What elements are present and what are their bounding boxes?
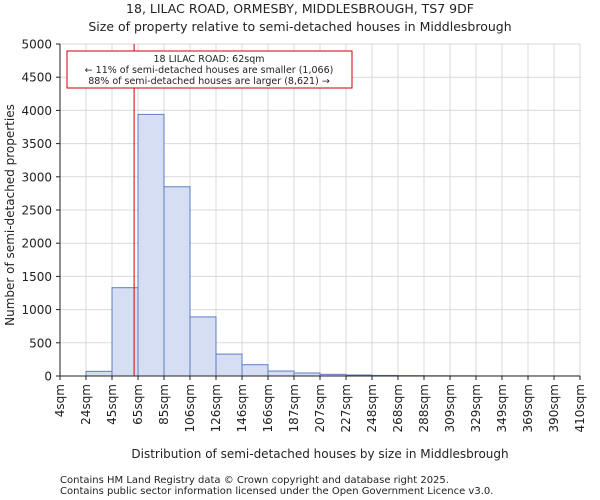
x-tick-label: 390sqm (547, 384, 561, 432)
histogram-bar (267, 370, 295, 377)
y-tick-label: 4000 (21, 104, 52, 118)
x-tick-label: 45sqm (105, 384, 119, 425)
x-tick-label: 146sqm (235, 384, 249, 432)
x-tick-label: 166sqm (261, 384, 275, 432)
x-tick-label: 85sqm (157, 384, 171, 425)
y-tick-label: 2000 (21, 237, 52, 251)
y-tick-label: 1000 (21, 303, 52, 317)
y-tick-label: 2500 (21, 204, 52, 218)
x-tick-label: 227sqm (339, 384, 353, 432)
y-tick-label: 4500 (21, 71, 52, 85)
x-tick-label: 248sqm (365, 384, 379, 432)
x-tick-label: 349sqm (495, 384, 509, 432)
chart-title: 18, LILAC ROAD, ORMESBY, MIDDLESBROUGH, … (126, 1, 474, 16)
annotation-line-3: 88% of semi-detached houses are larger (… (88, 76, 330, 87)
x-tick-label: 207sqm (313, 384, 327, 432)
x-tick-label: 24sqm (79, 384, 93, 425)
footer-line-1: Contains HM Land Registry data © Crown c… (60, 475, 449, 486)
histogram-bar (241, 364, 269, 377)
y-tick-label: 3500 (21, 137, 52, 151)
footer-line-2: Contains public sector information licen… (60, 486, 493, 497)
y-tick-label: 3000 (21, 170, 52, 184)
x-tick-label: 4sqm (53, 384, 67, 417)
y-tick-label: 5000 (21, 38, 52, 52)
x-axis-label: Distribution of semi-detached houses by … (131, 447, 508, 461)
annotation-box: 18 LILAC ROAD: 62sqm ← 11% of semi-detac… (66, 50, 353, 89)
x-tick-label: 329sqm (469, 384, 483, 432)
histogram-bar (215, 353, 243, 377)
y-tick-label: 0 (44, 370, 52, 384)
ticks-layer: 0 500 1000 1500 2000 2500 3000 3500 4000 4500 5000… (21, 38, 587, 433)
x-tick-label: 369sqm (521, 384, 535, 432)
y-axis-label: Number of semi-detached properties (3, 104, 17, 326)
x-tick-label: 268sqm (391, 384, 405, 432)
y-tick-label: 500 (29, 336, 52, 350)
annotation-rect (66, 50, 353, 89)
chart-subtitle: Size of property relative to semi-detach… (88, 19, 511, 34)
x-tick-label: 126sqm (209, 384, 223, 432)
x-tick-label: 187sqm (287, 384, 301, 432)
x-tick-label: 288sqm (417, 384, 431, 432)
annotation-line-2: ← 11% of semi-detached houses are smalle… (85, 65, 334, 76)
histogram-bar (137, 113, 165, 377)
histogram-bar (163, 186, 191, 377)
x-tick-label: 65sqm (131, 384, 145, 425)
x-tick-label: 410sqm (573, 384, 587, 432)
x-tick-label: 309sqm (443, 384, 457, 432)
y-tick-label: 1500 (21, 270, 52, 284)
annotation-line-1: 18 LILAC ROAD: 62sqm (154, 54, 265, 65)
histogram-bar (189, 316, 217, 377)
x-tick-label: 106sqm (183, 384, 197, 432)
histogram-bar (85, 370, 113, 377)
bars-layer (85, 113, 581, 377)
